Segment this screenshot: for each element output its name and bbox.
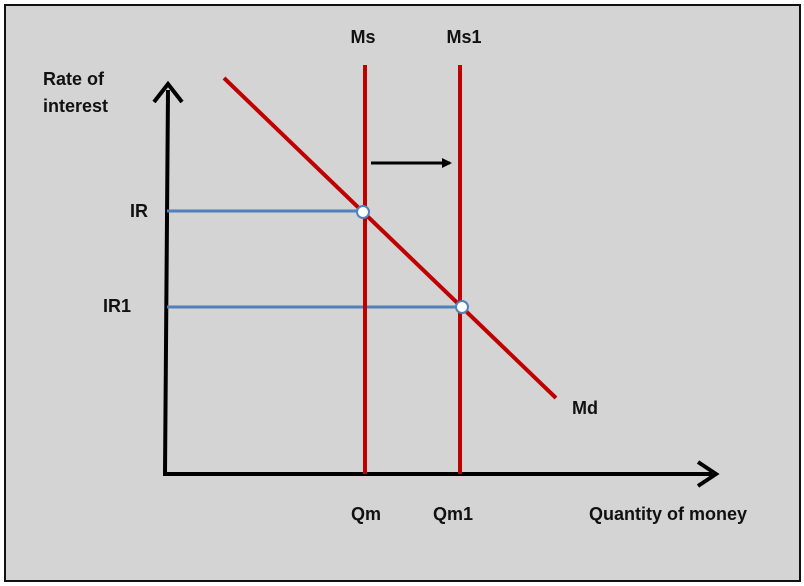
y-axis-arrowhead [152,80,184,104]
y-axis [163,89,170,475]
diagram-frame [4,4,801,582]
money-demand-line [222,76,558,400]
ms-label: Ms [350,27,375,47]
md-label: Md [572,398,598,418]
equilibrium-point-ir1-qm1 [455,300,469,314]
x-axis-arrowhead [696,460,720,488]
ir1-label: IR1 [103,296,131,316]
x-axis-label: Quantity of money [589,504,747,524]
y-axis-label-line-1: Rate of [43,69,105,89]
y-axis-label-line-2: interest [43,96,108,116]
qm-label: Qm [351,504,381,524]
ir-label: IR [130,201,148,221]
equilibrium-point-ir-qm [356,205,370,219]
ms1-label: Ms1 [446,27,481,47]
qm1-label: Qm1 [433,504,473,524]
